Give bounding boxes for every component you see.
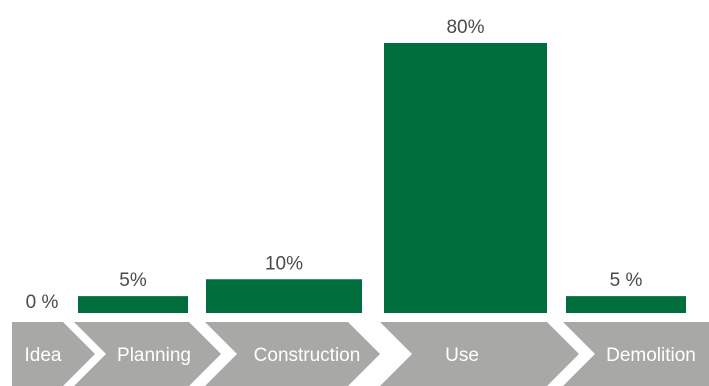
phase-label-use: Use	[445, 345, 479, 366]
value-label-planning: 5%	[119, 270, 147, 291]
phase-arrow-idea	[12, 322, 95, 386]
phase-label-idea: Idea	[25, 345, 62, 366]
phase-label-construction: Construction	[254, 345, 361, 366]
value-label-construction: 10%	[265, 253, 303, 274]
bar-use	[384, 43, 547, 313]
bars	[78, 43, 686, 313]
phase-arrow-demolition	[563, 322, 709, 386]
bar-demolition	[566, 296, 686, 313]
phase-labels: Idea Planning Construction Use Demolition	[25, 345, 696, 366]
phase-label-demolition: Demolition	[606, 345, 696, 366]
bar-construction	[206, 279, 362, 313]
value-label-idea: 0 %	[26, 292, 59, 313]
phase-arrow-construction	[205, 322, 380, 386]
phase-arrow-use	[380, 322, 579, 386]
value-labels: 0 % 5% 10% 80% 5 %	[26, 17, 643, 313]
phase-arrow-planning	[74, 322, 221, 386]
value-label-use: 80%	[446, 17, 484, 38]
value-label-demolition: 5 %	[610, 270, 643, 291]
phase-arrows	[12, 322, 709, 386]
phase-label-planning: Planning	[117, 345, 191, 366]
bar-planning	[78, 296, 188, 313]
